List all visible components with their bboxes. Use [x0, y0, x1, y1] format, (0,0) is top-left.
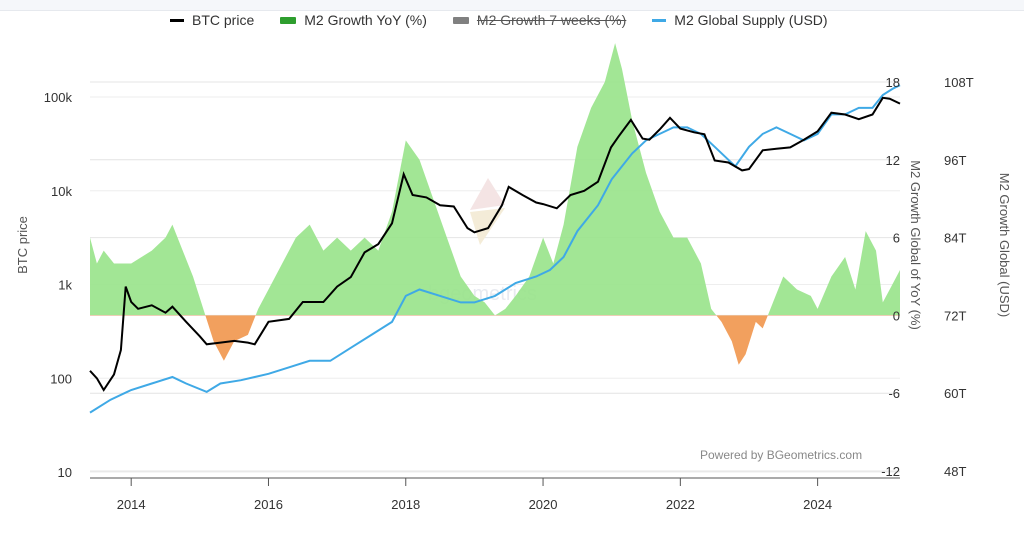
y-right1-tick-label: 18	[886, 75, 900, 90]
y-right1-tick-label: 0	[893, 308, 900, 323]
y-right2-tick-label: 108T	[944, 75, 974, 90]
x-tick-label: 2024	[803, 497, 832, 512]
y-right1-tick-label: -12	[881, 464, 900, 479]
x-tick-label: 2016	[254, 497, 283, 512]
legend-swatch	[280, 16, 297, 24]
legend-item-m2-growth-7-weeks[interactable]: M2 Growth 7 weeks (%)	[452, 12, 627, 28]
legend-swatch	[452, 16, 469, 24]
btc-price-line	[89, 96, 901, 392]
grid	[90, 81, 900, 473]
y-right2-tick-label: 72T	[944, 308, 966, 323]
legend-item-m2-global-supply[interactable]: M2 Global Supply (USD)	[652, 12, 828, 28]
legend-label: BTC price	[192, 12, 255, 28]
m2-supply-line	[89, 84, 901, 414]
y-left-tick-label: 10k	[51, 184, 72, 199]
m2-yoy-positive-area	[90, 43, 900, 315]
y-right2-tick-label: 48T	[944, 464, 966, 479]
credit-link[interactable]: Powered by BGeometrics.com	[700, 448, 863, 462]
y-axis-right-percent: -12 -6 0 6 12 18	[881, 75, 900, 479]
y-axis-left: 10 100 1k 10k 100k	[44, 90, 73, 480]
legend: BTC price M2 Growth YoY (%) M2 Growth 7 …	[170, 10, 828, 30]
legend-item-m2-growth-yoy[interactable]: M2 Growth YoY (%)	[280, 12, 427, 28]
y-axis-left-title: BTC price	[15, 216, 30, 274]
y-left-tick-label: 10	[58, 465, 72, 480]
y-right1-tick-label: 12	[886, 153, 900, 168]
y-right2-tick-label: 96T	[944, 153, 966, 168]
legend-label: M2 Growth 7 weeks (%)	[476, 12, 627, 28]
legend-item-btc-price[interactable]: BTC price	[170, 12, 254, 28]
x-tick-label: 2014	[117, 497, 146, 512]
y-right1-tick-label: 6	[893, 231, 900, 246]
y-left-tick-label: 100	[50, 371, 72, 386]
legend-swatch	[170, 18, 184, 22]
legend-swatch	[652, 18, 667, 22]
y-left-tick-label: 1k	[58, 278, 72, 293]
y-axis-right-usd: 48T 60T 72T 84T 96T 108T	[944, 75, 974, 479]
y-axis-right1-title: M2 Growth Global of YoY (%)	[908, 160, 923, 330]
x-axis: 2014 2016 2018 2020 2022 2024	[117, 478, 832, 512]
y-left-tick-label: 100k	[44, 90, 73, 105]
top-bar	[0, 0, 1024, 11]
x-tick-label: 2022	[666, 497, 695, 512]
y-right2-tick-label: 60T	[944, 386, 966, 401]
x-tick-label: 2018	[391, 497, 420, 512]
y-axis-right2-title: M2 Growth Global (USD)	[997, 173, 1012, 317]
legend-label: M2 Growth YoY (%)	[304, 12, 427, 28]
y-right1-tick-label: -6	[888, 386, 900, 401]
legend-label: M2 Global Supply (USD)	[674, 12, 828, 28]
m2-yoy-negative-area	[90, 315, 900, 365]
y-right2-tick-label: 84T	[944, 231, 966, 246]
x-tick-label: 2020	[529, 497, 558, 512]
